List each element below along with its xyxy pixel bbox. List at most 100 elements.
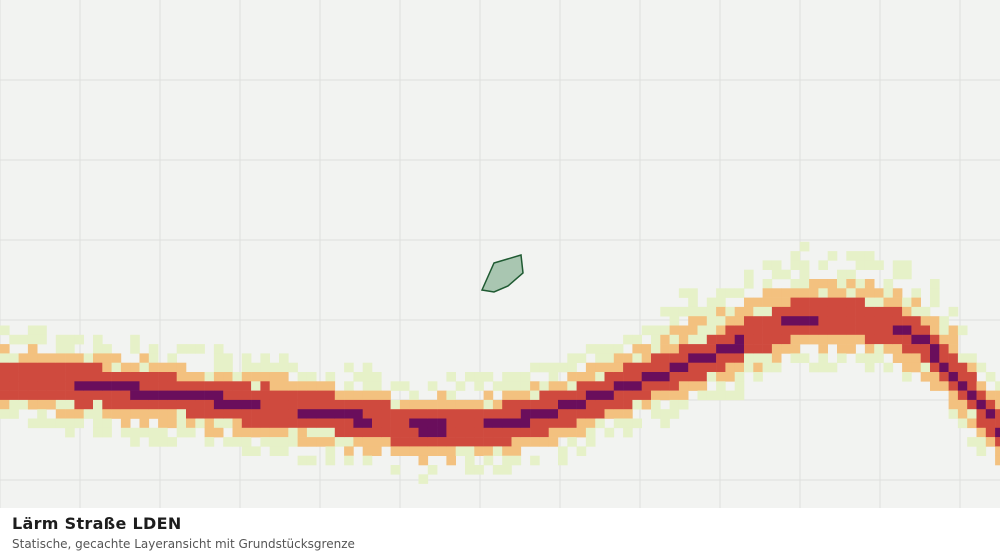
noise-cell <box>186 418 196 429</box>
noise-cell <box>223 399 233 410</box>
noise-layer <box>0 241 1000 484</box>
noise-cell <box>288 381 298 391</box>
noise-cell <box>241 399 252 410</box>
noise-cell <box>353 409 363 419</box>
noise-cell <box>623 353 633 363</box>
noise-cell <box>985 399 996 410</box>
noise-cell <box>297 390 308 401</box>
noise-cell <box>186 344 196 354</box>
noise-cell <box>27 362 38 373</box>
noise-cell <box>344 455 354 466</box>
noise-cell <box>390 446 401 456</box>
noise-cell <box>0 362 10 373</box>
noise-cell <box>74 418 84 429</box>
noise-cell <box>120 362 131 373</box>
noise-cell <box>697 344 708 354</box>
noise-cell <box>381 427 391 438</box>
noise-cell <box>669 372 680 382</box>
noise-cell <box>102 399 112 410</box>
noise-cell <box>148 427 159 438</box>
noise-cell <box>558 427 568 438</box>
noise-cell <box>399 409 410 419</box>
noise-cell <box>771 306 782 317</box>
noise-cell <box>688 362 698 373</box>
noise-cell <box>474 418 484 429</box>
noise-cell <box>353 372 363 382</box>
noise-cell <box>995 390 1000 401</box>
noise-cell <box>18 334 29 345</box>
noise-cell <box>251 381 261 391</box>
noise-cell <box>678 306 689 317</box>
noise-cell <box>967 437 977 447</box>
noise-cell <box>65 334 75 345</box>
noise-cell <box>985 409 996 419</box>
noise-cell <box>623 381 633 391</box>
noise-cell <box>427 418 438 429</box>
noise-cell <box>344 399 354 410</box>
noise-cell <box>632 353 642 363</box>
noise-cell <box>613 344 624 354</box>
noise-cell <box>809 325 819 336</box>
noise-cell <box>306 418 317 429</box>
noise-cell <box>316 418 326 429</box>
noise-cell <box>716 353 726 363</box>
noise-cell <box>297 418 308 429</box>
noise-cell <box>111 372 122 382</box>
noise-cell <box>427 446 438 456</box>
noise-cell <box>567 409 577 419</box>
noise-cell <box>288 418 298 429</box>
noise-cell <box>65 399 75 410</box>
noise-cell <box>465 418 475 429</box>
noise-cell <box>409 427 419 438</box>
noise-cell <box>83 409 94 419</box>
noise-cell <box>762 362 773 373</box>
noise-cell <box>585 437 596 447</box>
noise-cell <box>158 390 168 401</box>
noise-cell <box>437 409 447 419</box>
noise-cell <box>344 362 354 373</box>
noise-cell <box>585 427 596 438</box>
noise-cell <box>967 381 977 391</box>
noise-cell <box>864 344 875 354</box>
noise-cell <box>781 288 791 298</box>
noise-cell <box>678 372 689 382</box>
noise-cell <box>874 344 884 354</box>
noise-cell <box>130 334 140 345</box>
noise-cell <box>883 306 894 317</box>
noise-cell <box>65 344 75 354</box>
noise-cell <box>539 409 549 419</box>
noise-cell <box>576 390 587 401</box>
noise-cell <box>734 306 745 317</box>
noise-cell <box>548 390 559 401</box>
noise-cell <box>902 334 912 345</box>
noise-cell <box>669 316 680 326</box>
noise-cell <box>288 437 298 447</box>
parcel-boundary[interactable] <box>480 254 524 293</box>
noise-cell <box>734 362 745 373</box>
noise-cell <box>930 288 940 298</box>
noise-cell <box>148 344 159 354</box>
noise-cell <box>111 409 122 419</box>
noise-cell <box>864 316 875 326</box>
noise-cell <box>362 390 373 401</box>
noise-cell <box>502 427 512 438</box>
noise-cell <box>762 316 773 326</box>
noise-cell <box>595 390 605 401</box>
noise-cell <box>799 297 810 308</box>
noise-cell <box>325 455 336 466</box>
noise-cell <box>27 381 38 391</box>
noise-cell <box>613 353 624 363</box>
noise-cell <box>148 390 159 401</box>
noise-cell <box>446 446 456 456</box>
noise-cell <box>167 418 177 429</box>
noise-cell <box>362 409 373 419</box>
noise-cell <box>734 288 745 298</box>
noise-cell <box>920 362 931 373</box>
noise-cell <box>399 437 410 447</box>
noise-cell <box>269 372 280 382</box>
noise-cell <box>576 381 587 391</box>
noise-cell <box>0 409 10 419</box>
noise-cell <box>130 427 140 438</box>
noise-cell <box>623 418 633 429</box>
noise-cell <box>864 251 875 261</box>
